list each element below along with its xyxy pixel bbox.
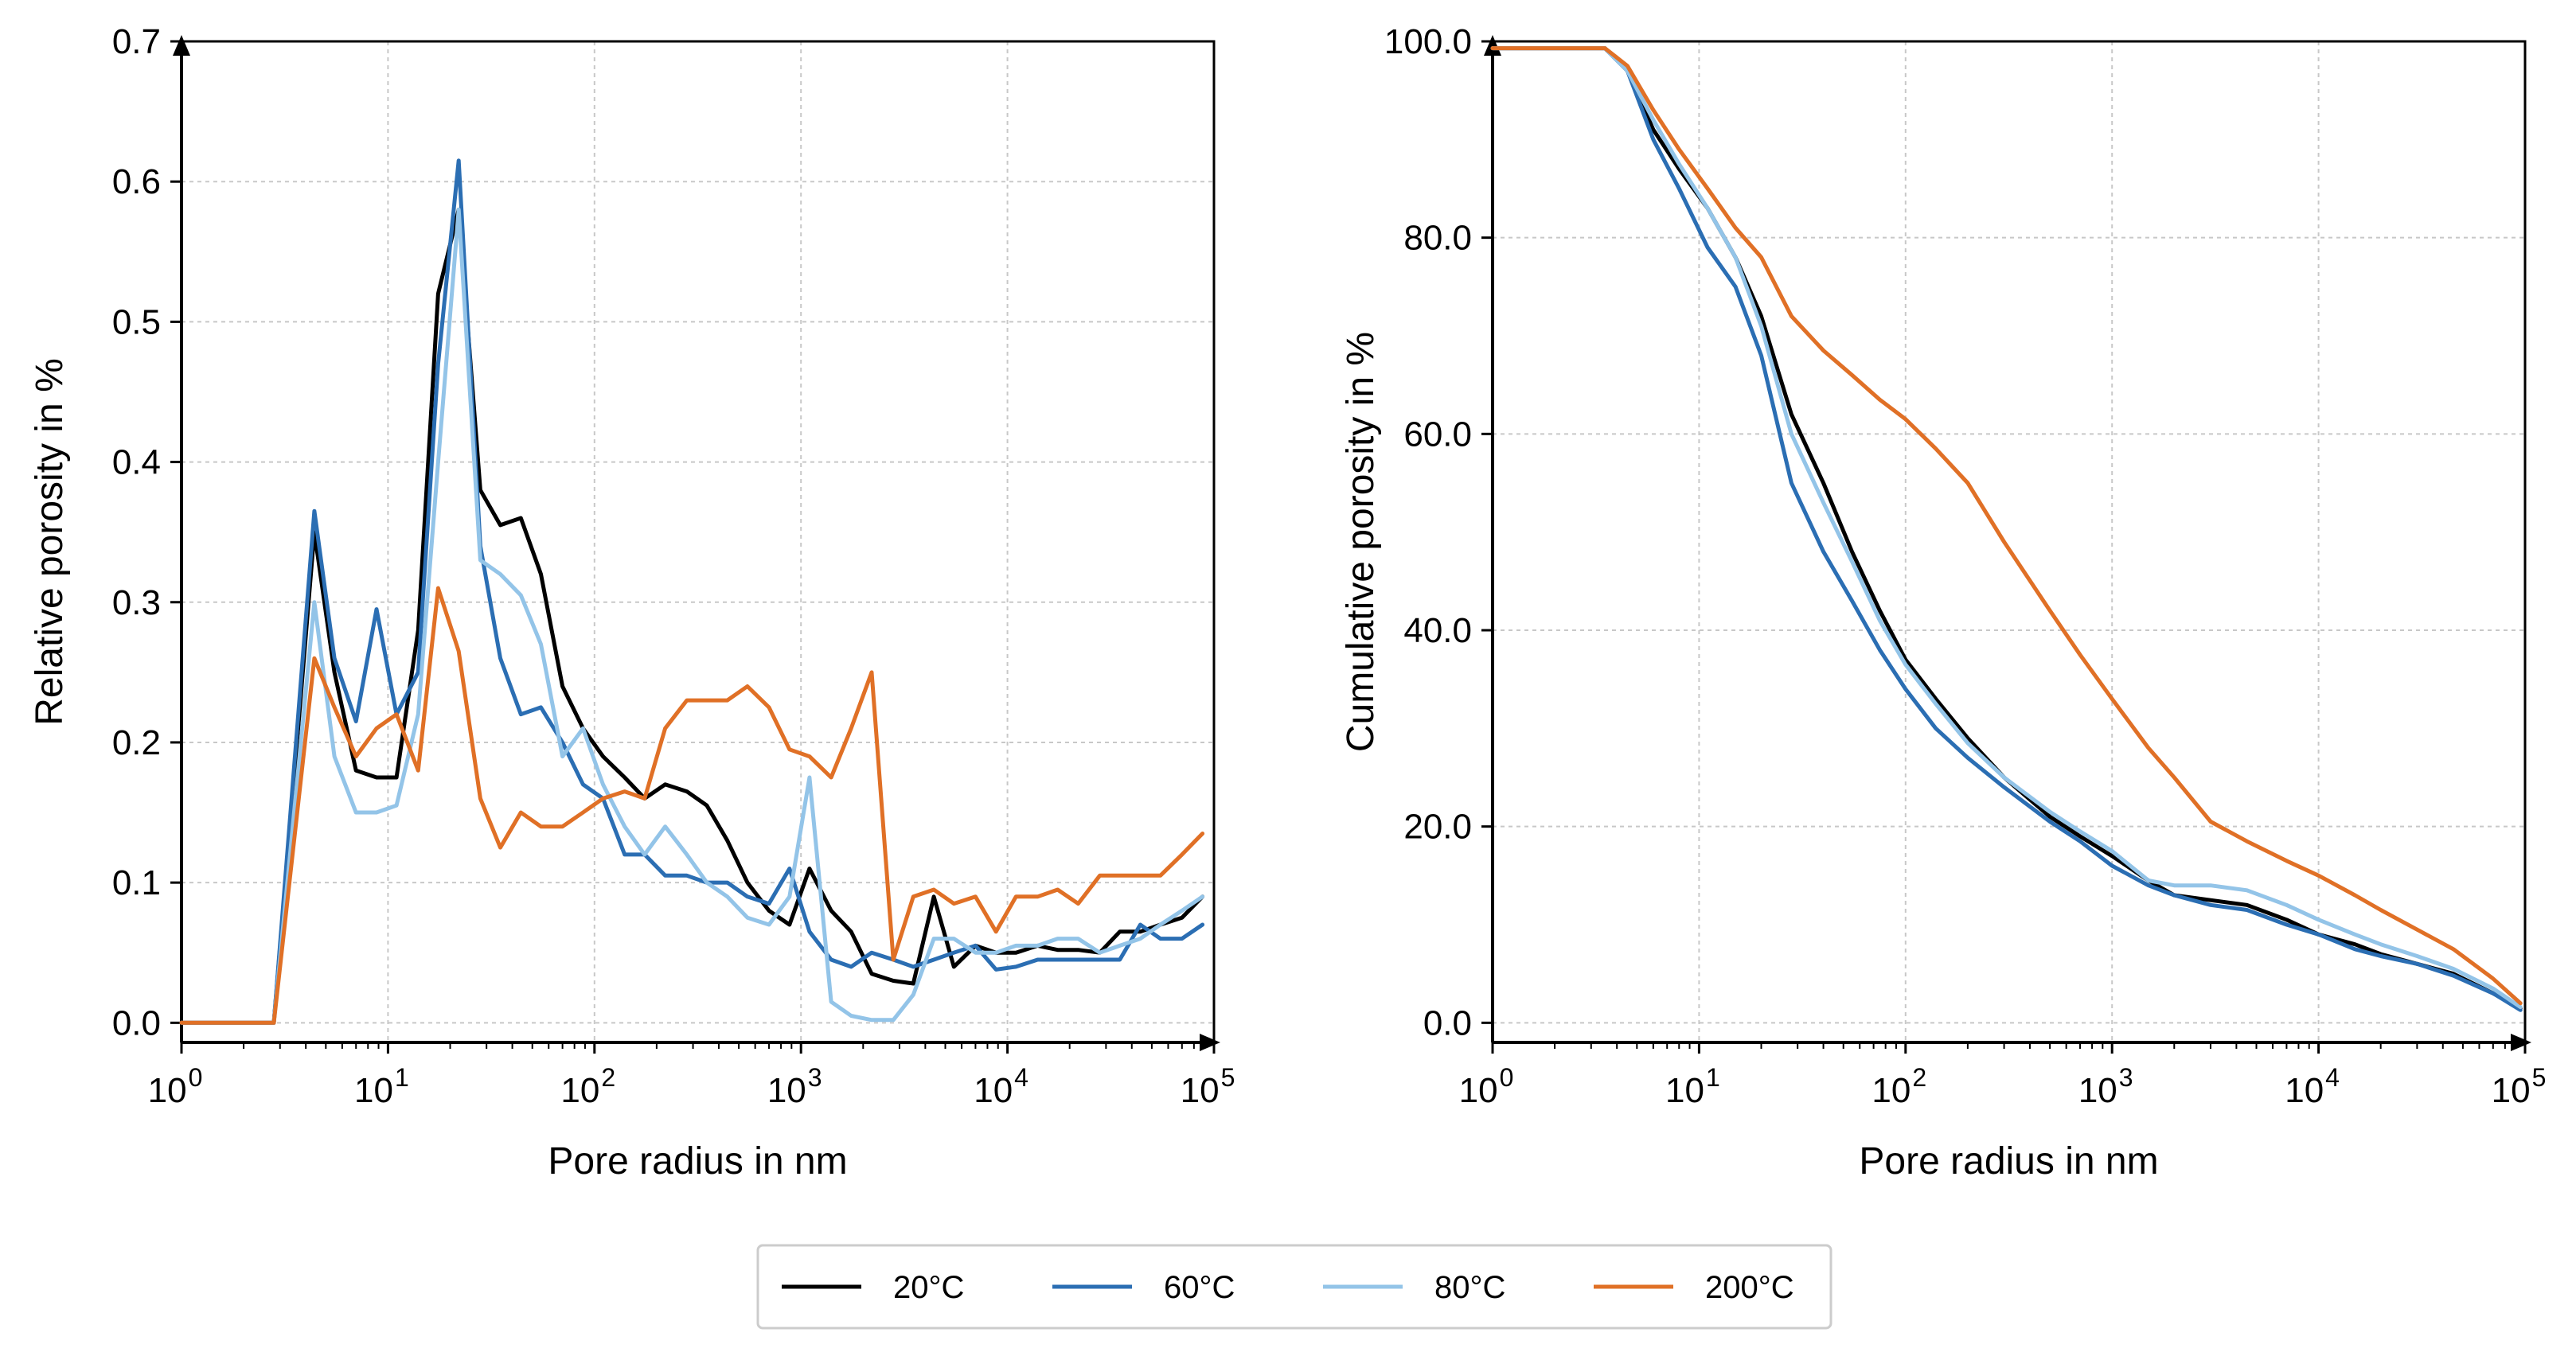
series-line-80c — [179, 207, 1205, 1025]
x-tick-label: 105 — [2492, 1063, 2547, 1110]
y-tick-label: 80.0 — [1403, 219, 1472, 258]
y-tick-label: 0.5 — [112, 302, 161, 341]
x-tick-label: 101 — [1665, 1063, 1720, 1110]
cumulative-porosity-panel: 100 101 102 103 104 105 0.0 20.0 40.0 60.0 80.0 100… — [1340, 22, 2546, 1182]
y-tick-label: 0.0 — [1423, 1003, 1472, 1042]
series-line-20c — [1490, 46, 2523, 1011]
legend-label: 60°C — [1164, 1270, 1235, 1305]
x-tick-label: 102 — [1872, 1063, 1926, 1110]
legend-label: 200°C — [1705, 1270, 1794, 1305]
x-tick-label: 100 — [148, 1063, 203, 1110]
x-tick-label: 104 — [2285, 1063, 2340, 1110]
x-tick-label: 100 — [1459, 1063, 1514, 1110]
legend: 20°C 60°C 80°C 200°C — [756, 1244, 1832, 1330]
y-tick-label: 60.0 — [1403, 415, 1472, 454]
y-axis-arrowhead — [1484, 35, 1501, 56]
grid-lines — [1493, 41, 2525, 1042]
axis-ticks: 100 101 102 103 104 105 0.0 0.1 0.2 0.3 0.4 0.5 0.6 0… — [112, 22, 1235, 1110]
x-tick-label: 101 — [354, 1063, 409, 1110]
series-line-200c — [179, 586, 1205, 1025]
legend-label: 80°C — [1434, 1270, 1505, 1305]
y-axis-arrowhead — [173, 35, 190, 56]
series-lines — [179, 158, 1205, 1025]
x-tick-label: 105 — [1181, 1063, 1235, 1110]
x-tick-label: 103 — [2078, 1063, 2133, 1110]
x-tick-label: 103 — [767, 1063, 822, 1110]
series-line-80c — [1490, 46, 2523, 1010]
y-tick-label: 40.0 — [1403, 611, 1472, 650]
x-tick-label: 102 — [560, 1063, 615, 1110]
y-tick-label: 0.6 — [112, 162, 161, 201]
x-axis-label: Pore radius in nm — [1859, 1140, 2158, 1182]
series-line-60c — [179, 158, 1205, 1025]
legend-box — [756, 1244, 1832, 1330]
y-tick-label: 0.0 — [112, 1003, 161, 1042]
axis-arrows — [173, 35, 1220, 1051]
y-tick-label: 0.3 — [112, 583, 161, 622]
series-lines — [1490, 46, 2523, 1012]
y-tick-label: 100.0 — [1384, 22, 1472, 61]
y-axis-label: Cumulative porosity in % — [1340, 332, 1382, 752]
y-tick-label: 20.0 — [1403, 808, 1472, 847]
axis-ticks: 100 101 102 103 104 105 0.0 20.0 40.0 60.0 80.0 100… — [1384, 22, 2546, 1110]
x-tick-label: 104 — [974, 1063, 1028, 1110]
y-tick-label: 0.7 — [112, 22, 161, 61]
relative-porosity-panel: 100 101 102 103 104 105 0.0 0.1 0.2 0.3 0.4 0.5 0.6 0… — [29, 22, 1235, 1182]
x-axis-arrowhead — [1200, 1034, 1220, 1051]
series-line-60c — [1490, 46, 2523, 1012]
y-tick-label: 0.2 — [112, 723, 161, 762]
y-tick-label: 0.4 — [112, 443, 161, 482]
y-axis-label: Relative porosity in % — [29, 358, 71, 726]
y-tick-label: 0.1 — [112, 863, 161, 902]
series-line-200c — [1490, 46, 2523, 1006]
plot-frame — [1491, 40, 2527, 1044]
x-axis-label: Pore radius in nm — [548, 1140, 847, 1182]
legend-label: 20°C — [893, 1270, 964, 1305]
axis-arrows — [1484, 35, 2531, 1051]
x-axis-arrowhead — [2511, 1034, 2531, 1051]
legend-entries: 20°C 60°C 80°C 200°C — [782, 1270, 1794, 1305]
series-line-20c — [179, 207, 1205, 1025]
